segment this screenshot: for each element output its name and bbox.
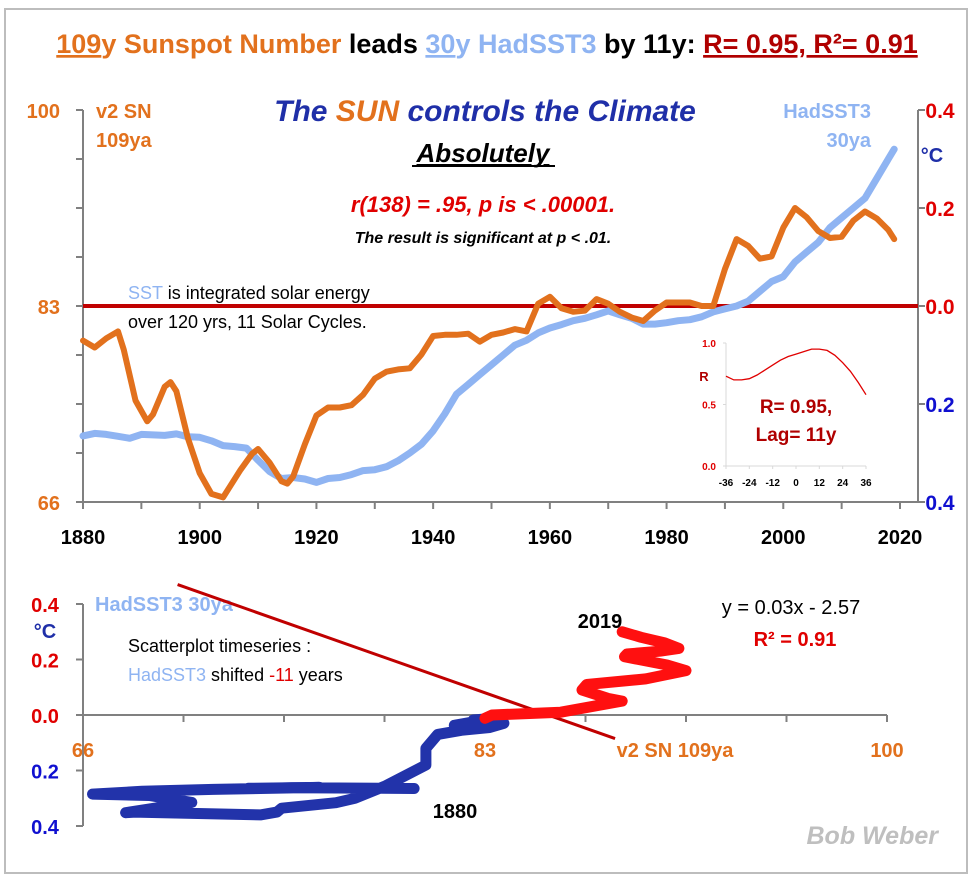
right-y-tick-label: 0.4 (925, 100, 955, 123)
scatter-note-part: HadSST3 (128, 665, 206, 685)
x-tick-label: 1960 (528, 527, 573, 549)
scatter-y-tick-label: 0.2 (31, 651, 59, 673)
title-part-2: leads (341, 29, 425, 59)
scatter-y-tick-label: 0.0 (31, 706, 59, 728)
scatter-x-axis-label: v2 SN 109ya (617, 740, 735, 762)
scatter-note-line1: Scatterplot timeseries : (128, 636, 311, 656)
inset-y-tick-label: 1.0 (702, 339, 716, 350)
scatter-note-part: -11 (269, 665, 294, 685)
inset-x-tick-label: 24 (837, 478, 849, 489)
right-series-label-1: HadSST3 (783, 101, 871, 123)
degc-label-main: °C (921, 145, 943, 167)
scatter-y-tick-label: 0.4 (31, 817, 60, 839)
main-chart-series (79, 145, 918, 501)
inset-x-tick-label: -12 (765, 478, 780, 489)
right-series-label-2: 30ya (827, 130, 872, 152)
trendline-r2: R² = 0.91 (754, 629, 837, 651)
inset-y-axis-label: R (699, 369, 709, 384)
scatter-series-label: HadSST3 30ya (95, 594, 234, 616)
sunspot-series-line (80, 205, 898, 501)
inset-x-tick-label: 0 (793, 478, 799, 489)
signature: Bob Weber (807, 822, 940, 850)
scatter-x-tick-label: 100 (870, 740, 903, 762)
inset-x-tick-label: -36 (719, 478, 734, 489)
inset-x-tick-label: 12 (814, 478, 826, 489)
inset-y-tick-label: 0.5 (702, 401, 716, 412)
scatter-x-tick-label: 66 (72, 740, 94, 762)
x-tick-label: 1920 (294, 527, 339, 549)
right-y-tick-label: 0.2 (925, 394, 954, 417)
hadsst3-series-line (79, 145, 898, 486)
x-tick-label: 2020 (878, 527, 923, 549)
scatter-start-label: 1880 (433, 801, 478, 823)
scatter-degc-label: °C (34, 621, 56, 643)
scatter-note-line2: HadSST3 shifted -11 years (128, 665, 343, 685)
title-part-5: by 11y: (597, 29, 704, 59)
left-y-tick-label: 100 (27, 101, 60, 123)
headline-sun: SUN (336, 95, 401, 128)
scatter-y-tick-label: 0.2 (31, 762, 59, 784)
left-series-label-2: 109ya (96, 130, 152, 152)
inset-annotation-r: R= 0.95, (760, 397, 832, 418)
scatter-series-scatter_early (87, 712, 510, 821)
scatter-y-tick-label: 0.4 (31, 595, 60, 617)
trendline-equation: y = 0.03x - 2.57 (722, 597, 860, 619)
stat-label: r(138) = .95, p is < .00001. (351, 192, 615, 217)
inset-y-tick-label: 0.0 (702, 462, 716, 473)
left-y-tick-label: 83 (38, 297, 60, 319)
title-part-0: 109 (56, 29, 101, 59)
inset-annotation-lag: Lag= 11y (756, 425, 837, 446)
title-part-4: y HadSST3 (455, 29, 596, 59)
scatter-x-tick-label: 83 (474, 740, 496, 762)
inset-background (676, 336, 890, 494)
right-y-tick-label: 0.2 (925, 198, 954, 221)
title-part-1: y Sunspot Number (101, 29, 342, 59)
headline-part2: controls the Climate (399, 95, 696, 128)
right-y-tick-label: 0.4 (925, 492, 955, 515)
x-tick-label: 1900 (177, 527, 222, 549)
inset-x-tick-label: 36 (860, 478, 872, 489)
inset-correlation-chart: 1.0 0.5 0.0 R -36 -24 -12 0 12 24 36 R= 0.95, Lag= 1… (676, 336, 890, 494)
x-tick-label: 1880 (61, 527, 106, 549)
sst-note-line2: over 120 yrs, 11 Solar Cycles. (128, 312, 367, 332)
inset-r-curve (725, 348, 867, 396)
scatter-note-part: years (294, 665, 343, 685)
scatter-series-scatter_late (479, 626, 692, 724)
x-tick-label: 1980 (644, 527, 689, 549)
chart-title: 109y Sunspot Number leads 30y HadSST3 by… (56, 29, 917, 59)
scatter-note-part: shifted (206, 665, 269, 685)
sst-note-line1: SST is integrated solar energy (128, 283, 370, 303)
absolutely-label: Absolutely (416, 138, 551, 168)
left-series-label-1: v2 SN (96, 101, 152, 123)
scatter-end-label: 2019 (578, 611, 623, 633)
headline-part1: The (274, 95, 336, 128)
significance-label: The result is significant at p < .01. (355, 230, 612, 247)
left-y-tick-label: 66 (38, 493, 60, 515)
title-part-3: 30 (425, 29, 455, 59)
inset-x-tick-label: -24 (742, 478, 757, 489)
x-tick-label: 1940 (411, 527, 456, 549)
x-tick-label: 2000 (761, 527, 806, 549)
right-y-tick-label: 0.0 (925, 296, 954, 319)
headline: The SUN controls the Climate (274, 95, 696, 128)
sst-note-sst: SST (128, 283, 163, 303)
scatter-chart: 0.4 0.2 0.0 0.2 0.4 °C 66 83 100 v2 SN 109ya HadSS… (31, 583, 904, 839)
sst-note-rest: is integrated solar energy (163, 283, 370, 303)
title-part-6: R= 0.95, R²= 0.91 (703, 29, 918, 59)
